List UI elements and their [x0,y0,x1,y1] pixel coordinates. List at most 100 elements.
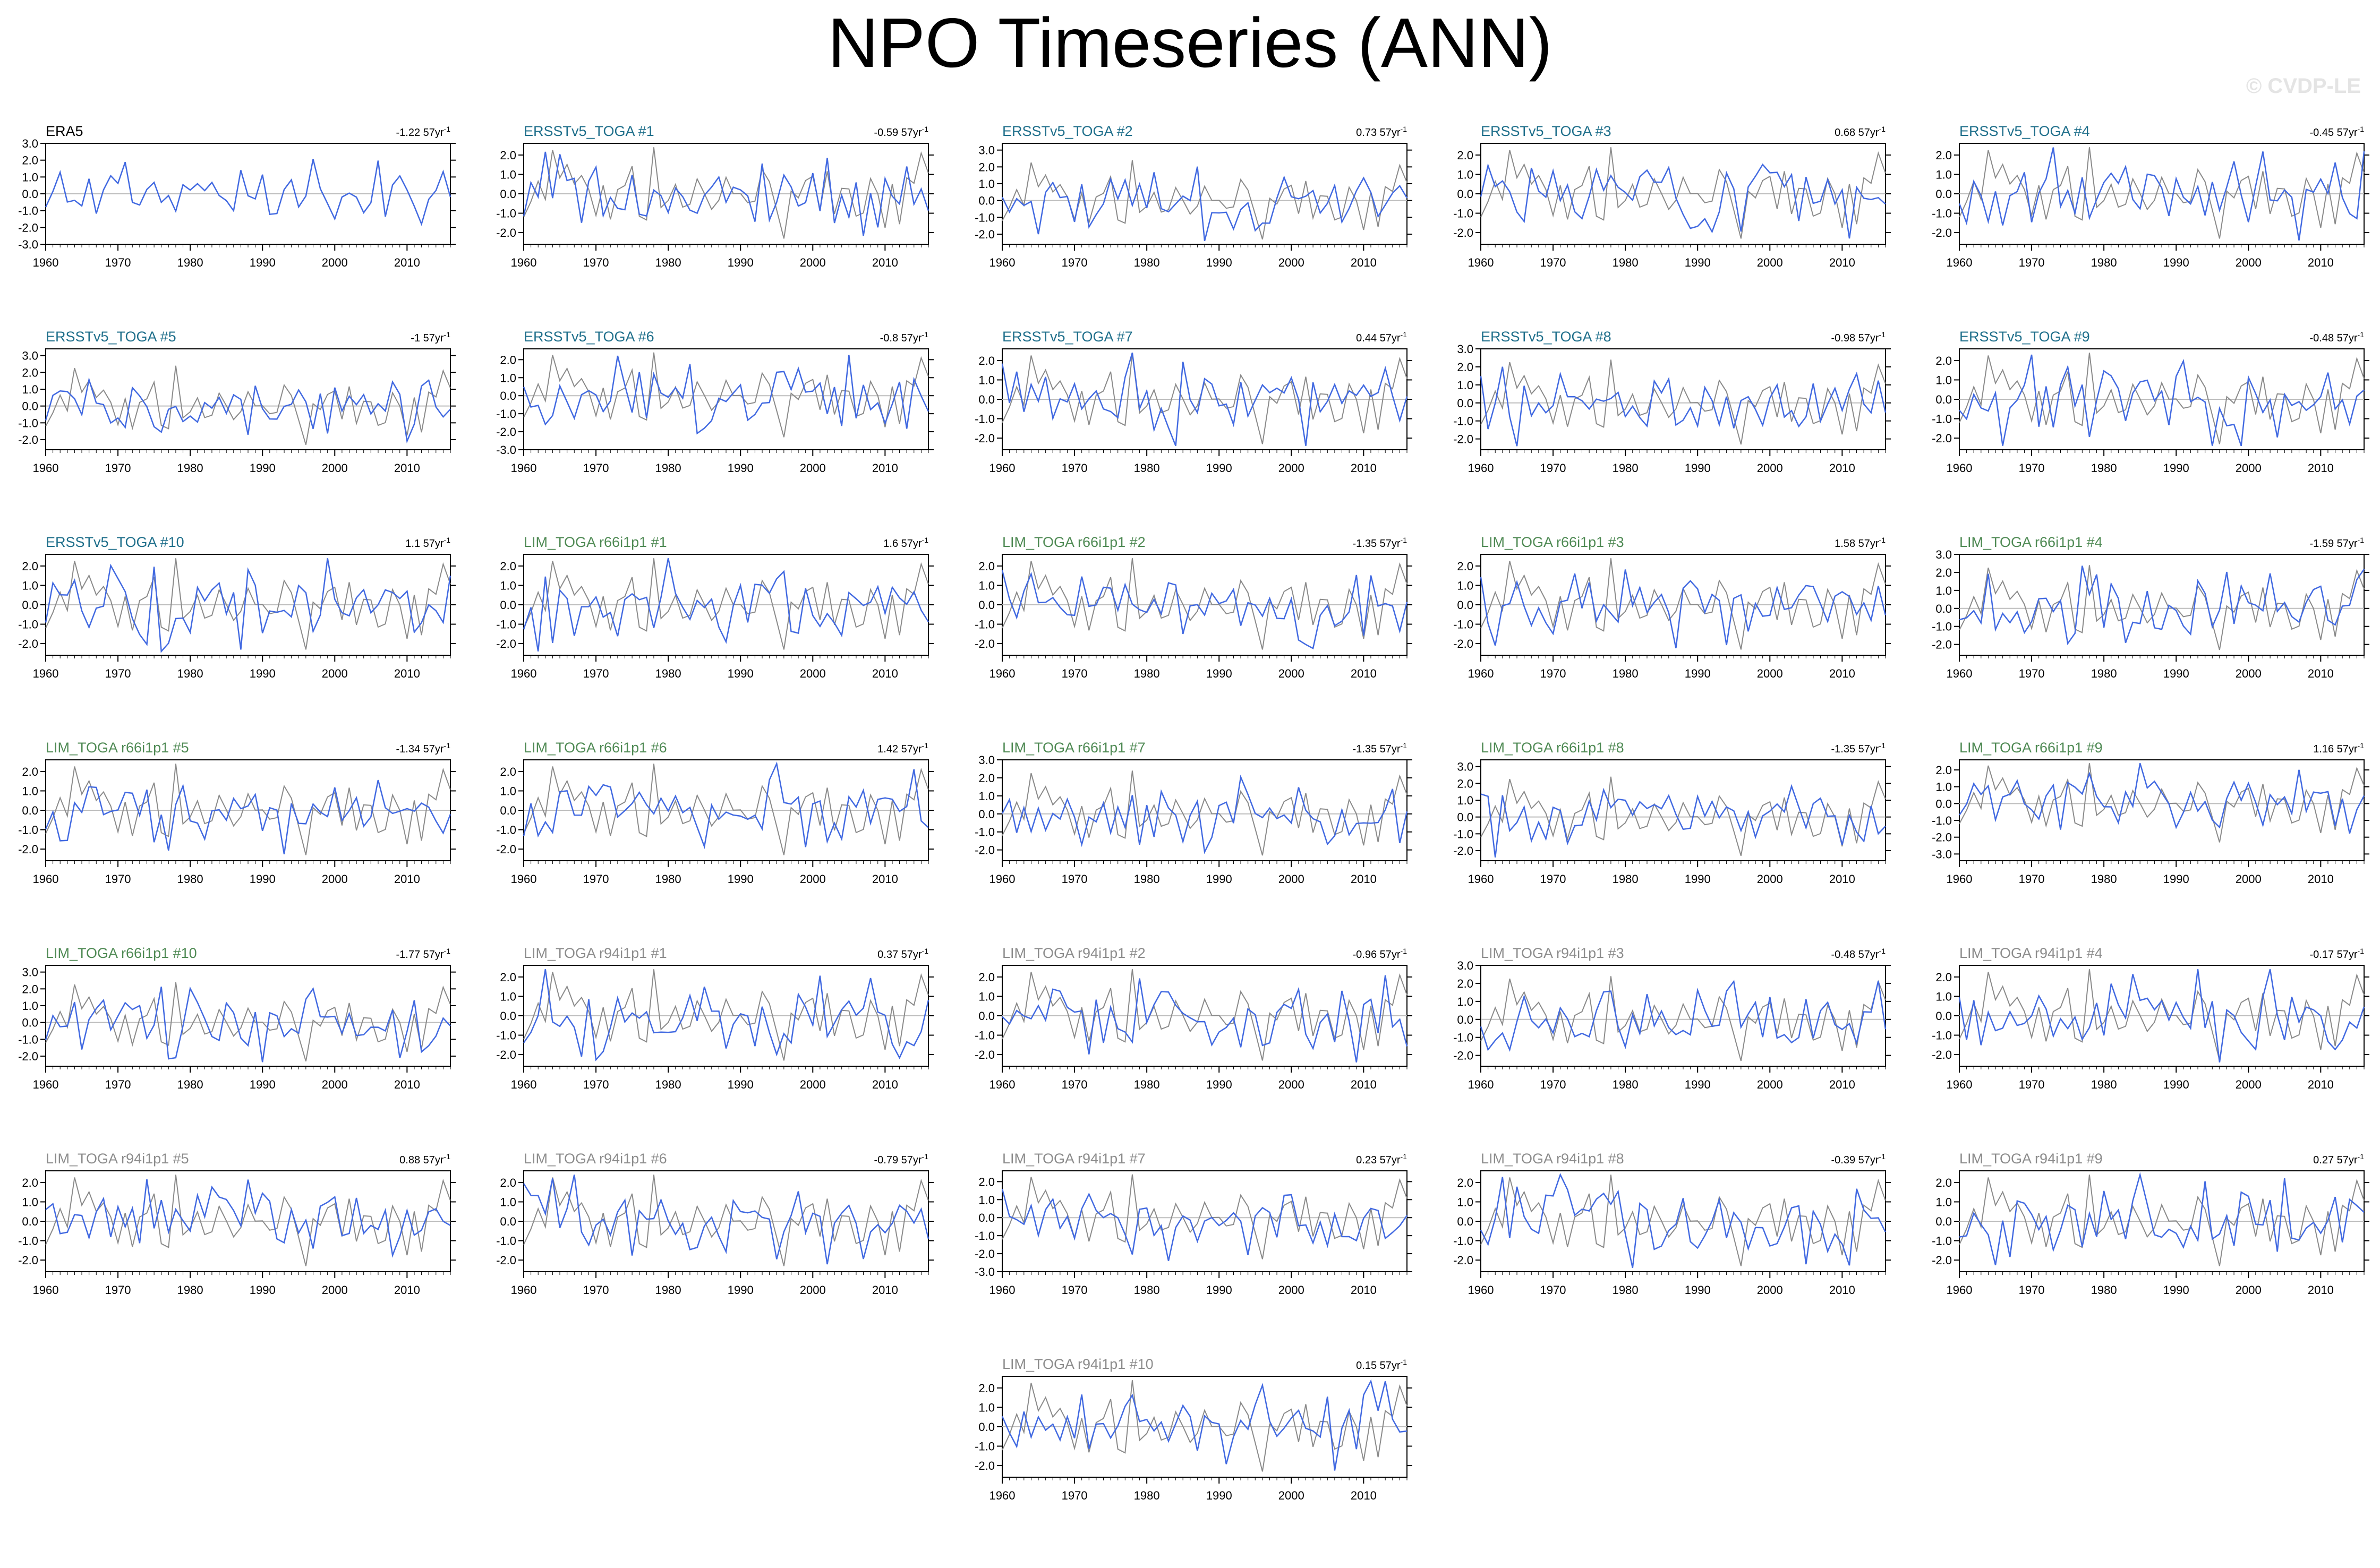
trend-exponent: -1 [922,741,929,750]
y-tick-label: 1.0 [1457,379,1473,392]
y-tick-label: 0.0 [1935,797,1952,810]
reference-series-line [45,1175,451,1266]
x-tick-label: 2000 [800,256,826,269]
x-tick-label: 2010 [2308,1078,2334,1091]
y-tick-label: -2.0 [1453,433,1473,446]
panel-trend-label: -1.35 57yr-1 [1831,741,1886,755]
panel-trend-label: 1.16 57yr-1 [2313,741,2364,755]
x-tick-label: 2010 [872,667,898,680]
panel-title: LIM_TOGA r66i1p1 #9 [1959,740,2103,756]
x-tick-label: 2010 [394,667,420,680]
x-tick-label: 2000 [2236,256,2262,269]
panel-trend-label: -1.35 57yr-1 [1352,741,1407,755]
y-tick-label: -1.0 [975,826,995,839]
x-tick-label: 2010 [2308,256,2334,269]
y-tick-label: 0.0 [978,808,995,821]
x-tick-label: 2000 [322,461,348,475]
trend-exponent: -1 [1879,741,1886,750]
y-tick-label: 2.0 [22,1176,38,1189]
x-tick-label: 1960 [511,461,537,475]
x-tick-label: 1990 [1206,256,1232,269]
x-tick-label: 2000 [2236,1078,2262,1091]
x-tick-label: 2000 [2236,1283,2262,1297]
y-tick-label: 2.0 [978,1382,995,1395]
x-tick-label: 1980 [655,872,681,886]
panel-trend-label: 1.58 57yr-1 [1835,536,1886,550]
y-tick-label: 1.0 [1457,1195,1473,1209]
y-tick-label: 2.0 [500,1176,516,1189]
reference-series-line [1959,147,2365,239]
panel-title: LIM_TOGA r66i1p1 #3 [1481,534,1624,550]
x-tick-label: 1980 [177,1078,203,1091]
y-tick-label: -1.0 [496,207,516,220]
series-line [1001,352,1408,447]
x-tick-label: 2010 [872,1283,898,1297]
panel-title: LIM_TOGA r94i1p1 #6 [524,1151,667,1167]
reference-series-line [523,352,929,438]
y-tick-label: 0.0 [1457,1215,1473,1228]
y-tick-label: 1.0 [1935,373,1952,387]
reference-series-line [1002,353,1407,444]
series-line [1001,1379,1407,1471]
x-tick-label: 1970 [1540,256,1566,269]
panel-trend-label: -1.22 57yr-1 [396,125,450,139]
panel-title: LIM_TOGA r94i1p1 #10 [1002,1356,1154,1372]
panel-23: LIM_TOGA r94i1p1 #2 -0.96 57yr-1 2.0 1.0 0.0… [975,945,1412,1091]
y-tick-label: 2.0 [500,149,516,162]
y-tick-label: 1.0 [978,1401,995,1414]
x-tick-label: 1990 [728,1283,754,1297]
y-tick-label: -2.0 [1932,226,1952,239]
panel-trend-label: 0.23 57yr-1 [1356,1152,1407,1166]
panel-title: LIM_TOGA r66i1p1 #10 [46,945,197,961]
y-tick-label: -1.0 [1932,814,1952,827]
y-tick-label: -1.0 [18,824,38,837]
x-tick-label: 2010 [1351,461,1377,475]
x-tick-label: 2000 [2236,667,2262,680]
panel-5: ERSSTv5_TOGA #4 -0.45 57yr-1 2.0 1.0 0.0 -1.0… [1932,123,2369,269]
x-tick-label: 1970 [105,256,131,269]
x-tick-label: 2010 [2308,1283,2334,1297]
x-tick-label: 1990 [728,872,754,886]
x-tick-label: 2000 [1757,1283,1783,1297]
x-tick-label: 2000 [1278,461,1304,475]
y-tick-label: 0.0 [1457,1013,1473,1026]
x-tick-label: 1980 [655,1283,681,1297]
reference-series-line [523,147,929,239]
panel-20: LIM_TOGA r66i1p1 #9 1.16 57yr-1 2.0 1.0 0.0 -… [1932,740,2369,886]
panel-trend-label: 0.44 57yr-1 [1356,330,1407,344]
y-tick-label: -2.0 [975,1247,995,1261]
trend-exponent: -1 [2358,536,2365,544]
x-tick-label: 1990 [250,461,276,475]
reference-series-line [523,558,929,650]
y-tick-label: 1.0 [978,790,995,803]
y-tick-label: 1.0 [22,383,38,396]
y-tick-label: -2.0 [18,637,38,650]
panel-21: LIM_TOGA r66i1p1 #10 -1.77 57yr-1 3.0 2.0 1.… [18,945,456,1091]
panel-1: ERA5 -1.22 57yr-1 3.0 2.0 1.0 0.0 -1.0 -2.0 -3.0… [18,123,456,269]
y-tick-label: -1.0 [496,824,516,837]
x-tick-label: 2000 [322,667,348,680]
y-tick-label: -2.0 [1453,844,1473,858]
x-tick-label: 1990 [250,667,276,680]
panel-title: LIM_TOGA r94i1p1 #9 [1959,1151,2103,1167]
series-line [45,1179,451,1258]
x-tick-label: 1960 [1947,872,1973,886]
x-tick-label: 1970 [2019,667,2045,680]
x-tick-label: 2000 [800,872,826,886]
reference-series-line [1480,558,1886,650]
panel-19: LIM_TOGA r66i1p1 #8 -1.35 57yr-1 3.0 2.0 1.0… [1453,740,1891,886]
y-tick-label: -2.0 [1453,226,1473,239]
panel-14: LIM_TOGA r66i1p1 #3 1.58 57yr-1 2.0 1.0 0.0 -… [1453,534,1891,680]
y-tick-label: 1.0 [1457,995,1473,1008]
x-tick-label: 2010 [394,1078,420,1091]
x-tick-label: 1980 [1613,667,1639,680]
x-tick-label: 1960 [511,256,537,269]
y-tick-label: 1.0 [1935,1195,1952,1209]
y-tick-label: 1.0 [1457,579,1473,592]
panel-28: LIM_TOGA r94i1p1 #7 0.23 57yr-1 2.0 1.0 0.0 -… [975,1151,1412,1297]
y-tick-label: -2.0 [975,844,995,857]
x-tick-label: 1990 [2163,1283,2189,1297]
x-tick-label: 1990 [1685,667,1711,680]
x-tick-label: 1970 [105,1078,131,1091]
x-tick-label: 1990 [1206,1489,1232,1502]
